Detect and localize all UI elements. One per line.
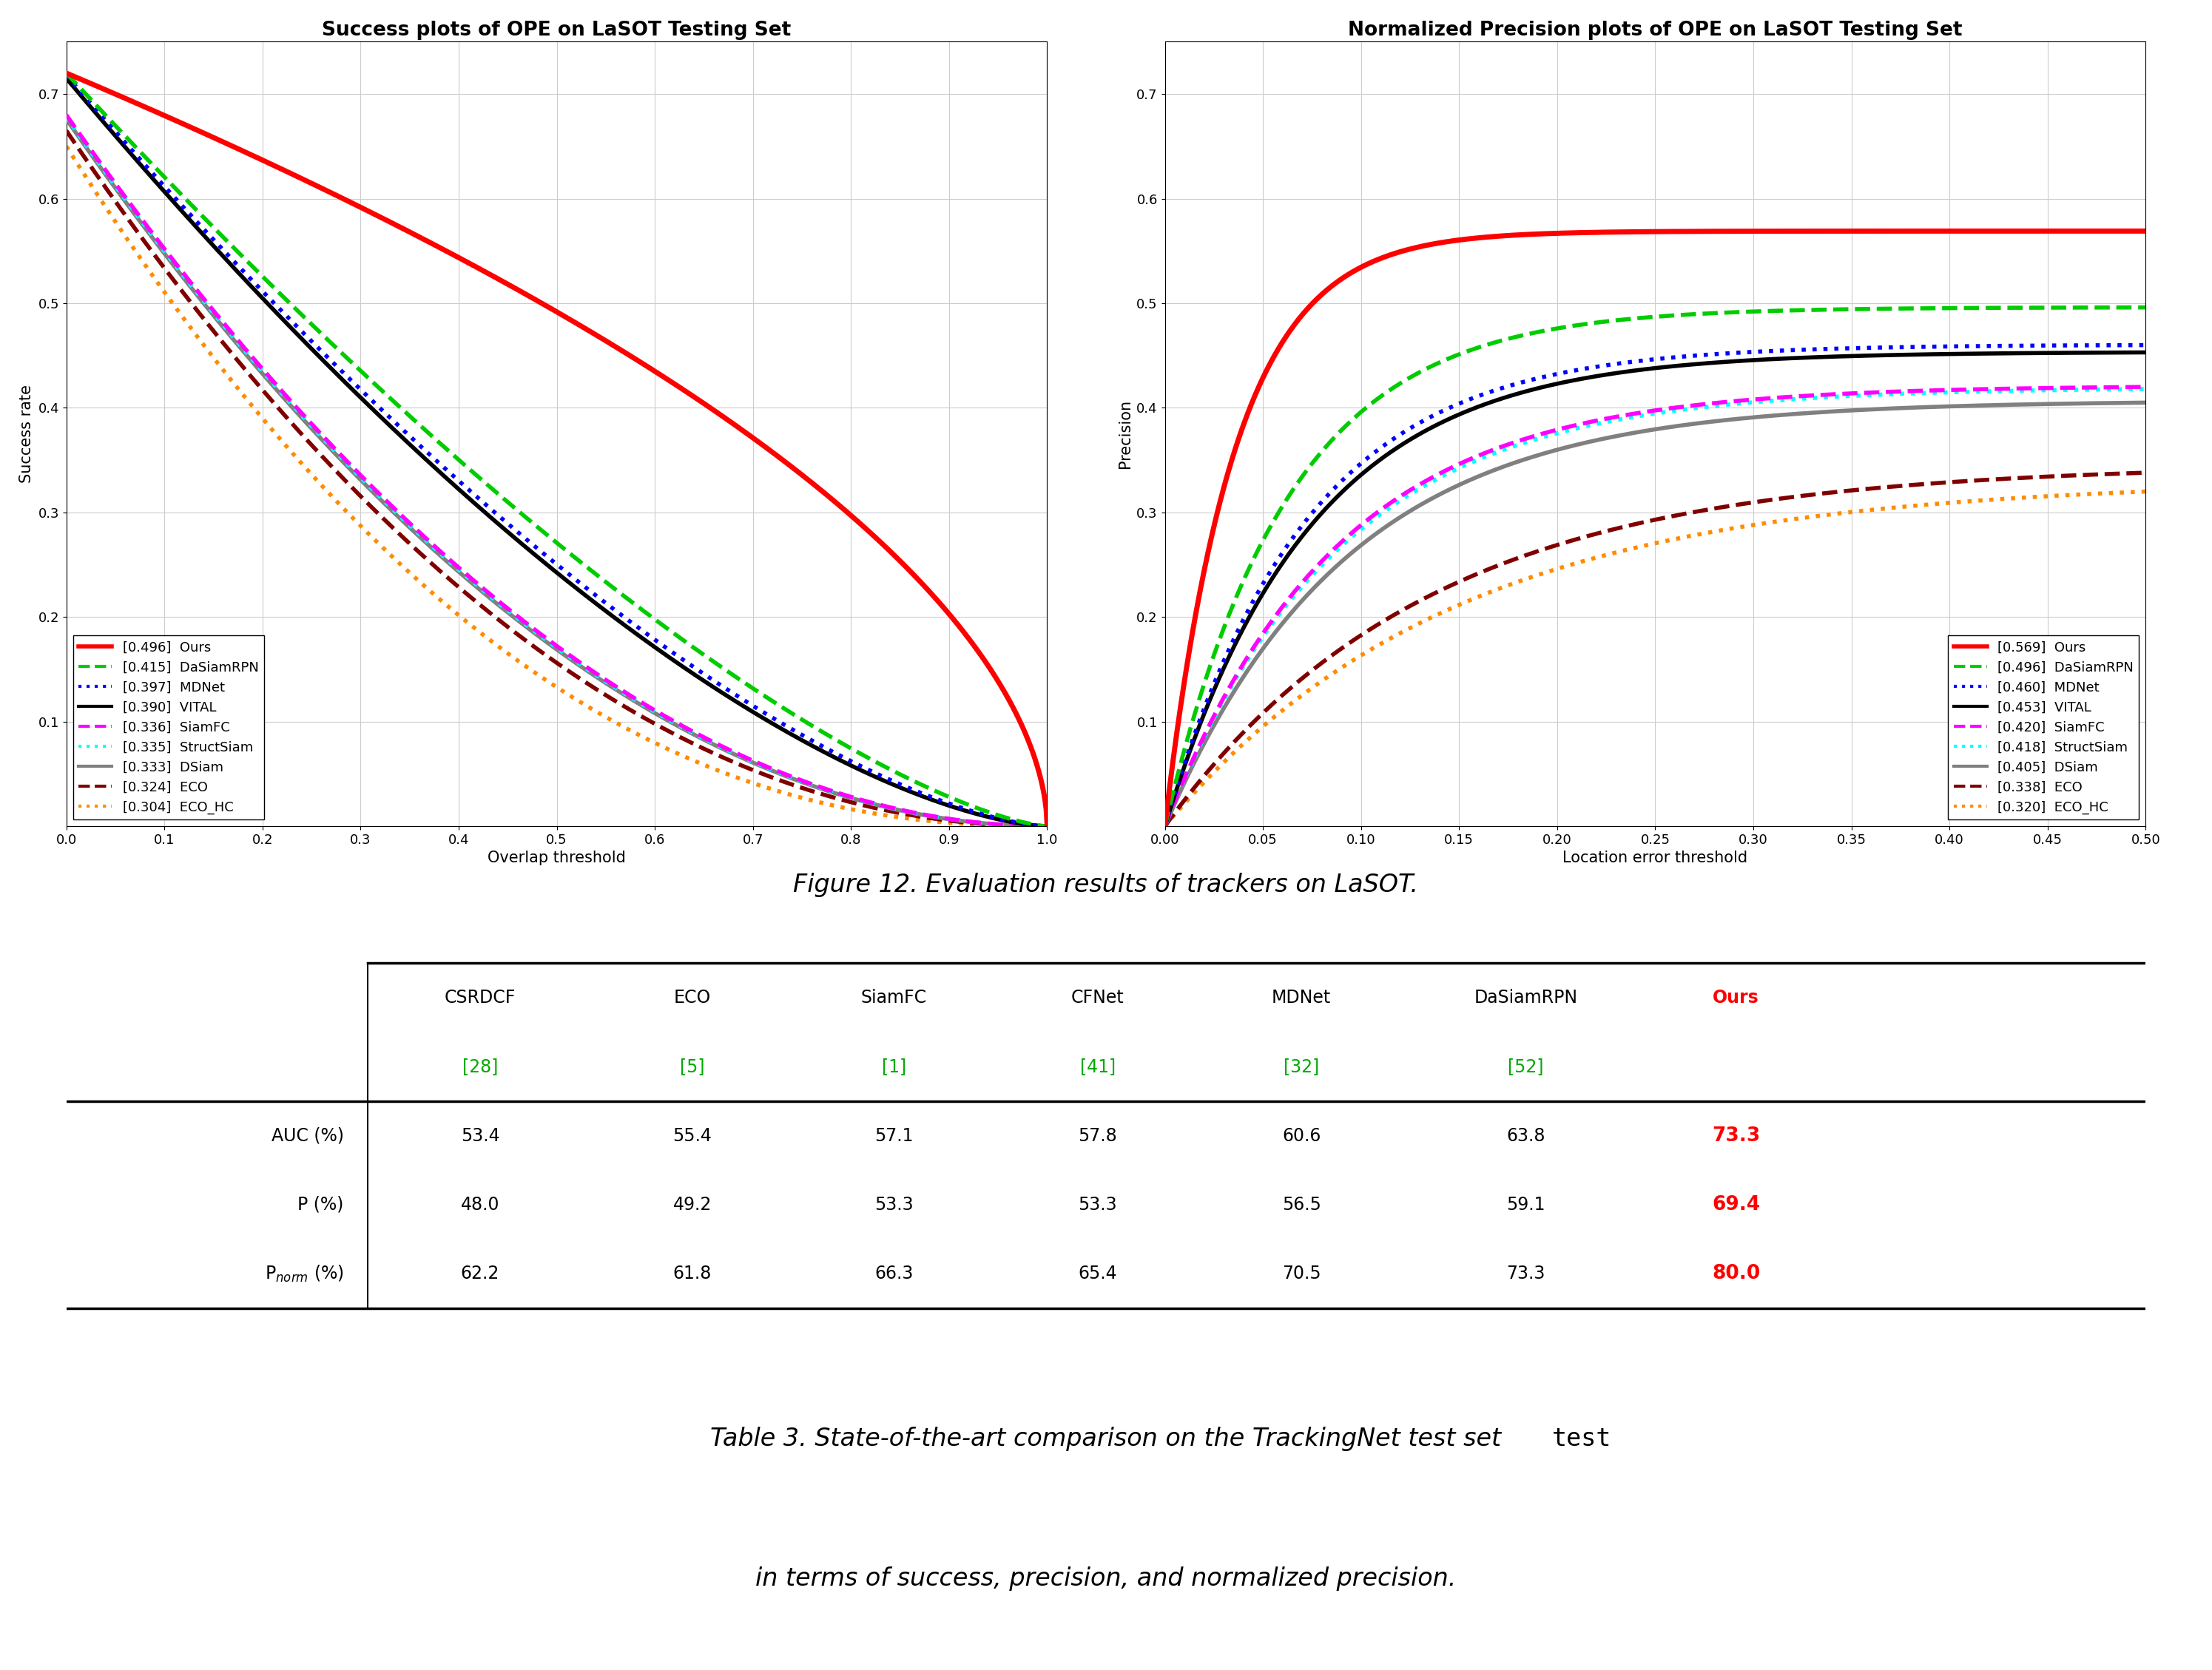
Text: Table 3. State-of-the-art comparison on the TrackingNet test set: Table 3. State-of-the-art comparison on … [710,1426,1502,1451]
Text: P (%): P (%) [299,1196,343,1214]
Legend: [0.569]  Ours, [0.496]  DaSiamRPN, [0.460]  MDNet, [0.453]  VITAL, [0.420]  Siam: [0.569] Ours, [0.496] DaSiamRPN, [0.460]… [1949,636,2139,820]
Text: 56.5: 56.5 [1283,1196,1321,1214]
Text: DaSiamRPN: DaSiamRPN [1473,989,1577,1007]
Text: 70.5: 70.5 [1283,1264,1321,1283]
Text: $\mathrm{P}_{norm}$ (%): $\mathrm{P}_{norm}$ (%) [265,1264,343,1284]
Text: [52]: [52] [1509,1057,1544,1075]
Text: [32]: [32] [1283,1057,1318,1075]
Bar [1542,1406,1621,1471]
Legend: [0.496]  Ours, [0.415]  DaSiamRPN, [0.397]  MDNet, [0.390]  VITAL, [0.336]  Siam: [0.496] Ours, [0.415] DaSiamRPN, [0.397]… [73,636,263,820]
Text: [28]: [28] [462,1057,498,1075]
Text: 62.2: 62.2 [460,1264,500,1283]
Text: [5]: [5] [679,1057,706,1075]
Text: Ours: Ours [1712,989,1759,1007]
Y-axis label: Precision: Precision [1117,399,1133,469]
Text: Figure 12. Evaluation results of trackers on LaSOT.: Figure 12. Evaluation results of tracker… [794,873,1418,897]
Title: Normalized Precision plots of OPE on LaSOT Testing Set: Normalized Precision plots of OPE on LaS… [1347,20,1962,40]
Text: 65.4: 65.4 [1077,1264,1117,1283]
Text: AUC (%): AUC (%) [272,1127,343,1144]
Text: 55.4: 55.4 [672,1127,712,1144]
Text: test: test [1553,1426,1613,1451]
Text: 53.4: 53.4 [460,1127,500,1144]
X-axis label: Overlap threshold: Overlap threshold [487,850,626,865]
Text: [1]: [1] [883,1057,907,1075]
Y-axis label: Success rate: Success rate [20,384,33,483]
Text: CFNet: CFNet [1071,989,1124,1007]
Text: MDNet: MDNet [1272,989,1332,1007]
Text: [41]: [41] [1079,1057,1115,1075]
Text: 59.1: 59.1 [1506,1196,1546,1214]
Text: 49.2: 49.2 [672,1196,712,1214]
Text: 53.3: 53.3 [874,1196,914,1214]
Title: Success plots of OPE on LaSOT Testing Set: Success plots of OPE on LaSOT Testing Se… [323,20,792,40]
Text: 63.8: 63.8 [1506,1127,1546,1144]
Text: 60.6: 60.6 [1283,1127,1321,1144]
Text: CSRDCF: CSRDCF [445,989,515,1007]
Text: 53.3: 53.3 [1077,1196,1117,1214]
Text: in terms of success, precision, and normalized precision.: in terms of success, precision, and norm… [757,1566,1455,1592]
Text: 73.3: 73.3 [1712,1126,1761,1146]
Text: ECO: ECO [675,989,710,1007]
Text: 57.1: 57.1 [874,1127,914,1144]
Text: 66.3: 66.3 [874,1264,914,1283]
Text: 48.0: 48.0 [460,1196,500,1214]
Text: 80.0: 80.0 [1712,1264,1761,1284]
Text: 61.8: 61.8 [672,1264,712,1283]
Text: 69.4: 69.4 [1712,1196,1761,1214]
Text: 73.3: 73.3 [1506,1264,1546,1283]
X-axis label: Location error threshold: Location error threshold [1562,850,1747,865]
Text: 57.8: 57.8 [1077,1127,1117,1144]
Text: SiamFC: SiamFC [860,989,927,1007]
